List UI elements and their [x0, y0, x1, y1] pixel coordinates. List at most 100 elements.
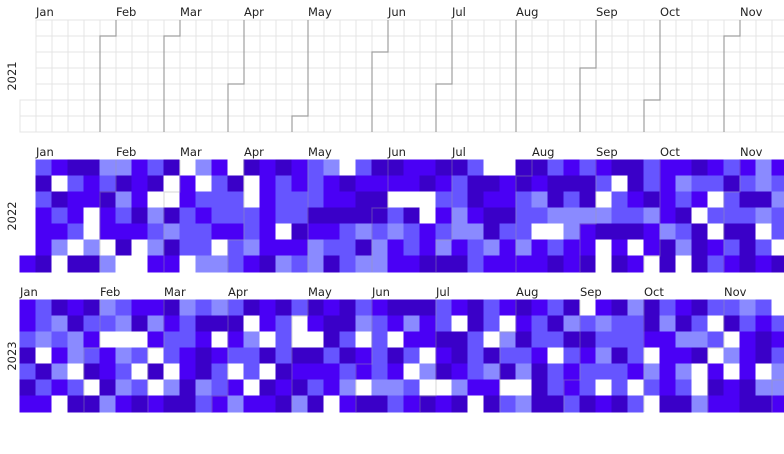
day-cell: [355, 191, 373, 209]
day-cell: [163, 395, 181, 413]
day-cell: [211, 99, 229, 117]
day-cell: [275, 99, 293, 117]
day-cell: [51, 379, 69, 397]
day-cell: [339, 379, 357, 397]
day-cell: [259, 395, 277, 413]
month-boundary: [371, 20, 389, 132]
day-cell: [339, 35, 357, 53]
day-cell: [483, 239, 501, 257]
day-cell: [483, 347, 501, 365]
day-cell: [547, 175, 565, 193]
day-cell: [99, 395, 117, 413]
day-cell: [195, 159, 213, 177]
day-cell: [435, 315, 453, 333]
day-cell: [19, 331, 37, 349]
day-cell: [467, 395, 485, 413]
day-cell: [643, 51, 661, 69]
day-cell: [691, 67, 709, 85]
day-cell: [67, 299, 85, 317]
day-cell: [291, 223, 309, 241]
day-cell: [163, 159, 181, 177]
day-cell: [51, 331, 69, 349]
day-cell: [227, 115, 245, 133]
day-cell: [627, 363, 645, 381]
day-cell: [611, 239, 629, 257]
day-cell: [99, 255, 117, 273]
day-cell: [371, 51, 389, 69]
day-cell: [499, 255, 517, 273]
day-cell: [227, 67, 245, 85]
day-cell: [643, 207, 661, 225]
day-cell: [243, 115, 261, 133]
year-label: 2023: [5, 341, 19, 370]
year-row-2022: Jan Feb Mar Apr May Jun Jul Aug Sep Oct Nov 2022: [5, 145, 784, 273]
day-cell: [243, 175, 261, 193]
day-cell: [307, 115, 325, 133]
day-cell: [659, 363, 677, 381]
day-cell: [291, 331, 309, 349]
day-cell: [131, 83, 149, 101]
day-cell: [595, 315, 613, 333]
day-cell: [755, 67, 773, 85]
day-cell: [771, 51, 784, 69]
day-cell: [291, 347, 309, 365]
day-cell: [659, 175, 677, 193]
day-cell: [515, 255, 533, 273]
day-cell: [195, 331, 213, 349]
day-cell: [387, 379, 405, 397]
day-cell: [515, 223, 533, 241]
day-cell: [275, 331, 293, 349]
day-cell: [403, 299, 421, 317]
day-cell: [451, 83, 469, 101]
month-boundary: [723, 20, 741, 132]
day-cell: [259, 67, 277, 85]
month-label: Nov: [724, 285, 747, 299]
day-cell: [387, 175, 405, 193]
day-cell: [323, 347, 341, 365]
day-cell: [691, 83, 709, 101]
day-cell: [83, 299, 101, 317]
day-cell: [739, 67, 757, 85]
day-cell: [595, 299, 613, 317]
day-cell: [99, 191, 117, 209]
day-cell: [755, 315, 773, 333]
day-cell: [755, 207, 773, 225]
day-cell: [147, 191, 165, 209]
day-cell: [563, 19, 581, 37]
day-cell: [35, 223, 53, 241]
day-cell: [659, 331, 677, 349]
day-cell: [115, 51, 133, 69]
day-cell: [451, 175, 469, 193]
day-cell: [419, 51, 437, 69]
day-cell: [323, 331, 341, 349]
day-cell: [771, 159, 784, 177]
day-cell: [563, 223, 581, 241]
day-cell: [339, 347, 357, 365]
day-cell: [371, 19, 389, 37]
day-cell: [131, 363, 149, 381]
day-cell: [611, 175, 629, 193]
day-cell: [147, 67, 165, 85]
day-cell: [499, 51, 517, 69]
day-cell: [659, 315, 677, 333]
day-cell: [355, 379, 373, 397]
day-cell: [35, 175, 53, 193]
day-cell: [755, 347, 773, 365]
day-cell: [307, 51, 325, 69]
day-cell: [531, 207, 549, 225]
day-cell: [339, 331, 357, 349]
day-cell: [371, 255, 389, 273]
day-cell: [499, 299, 517, 317]
day-cell: [99, 159, 117, 177]
day-cell: [771, 67, 784, 85]
day-cell: [419, 223, 437, 241]
day-cell: [115, 159, 133, 177]
day-cell: [643, 83, 661, 101]
day-cell: [355, 347, 373, 365]
day-cell: [403, 191, 421, 209]
day-cell: [371, 175, 389, 193]
month-boundary: [579, 20, 597, 132]
day-cell: [387, 347, 405, 365]
day-cell: [675, 191, 693, 209]
day-cell: [547, 347, 565, 365]
